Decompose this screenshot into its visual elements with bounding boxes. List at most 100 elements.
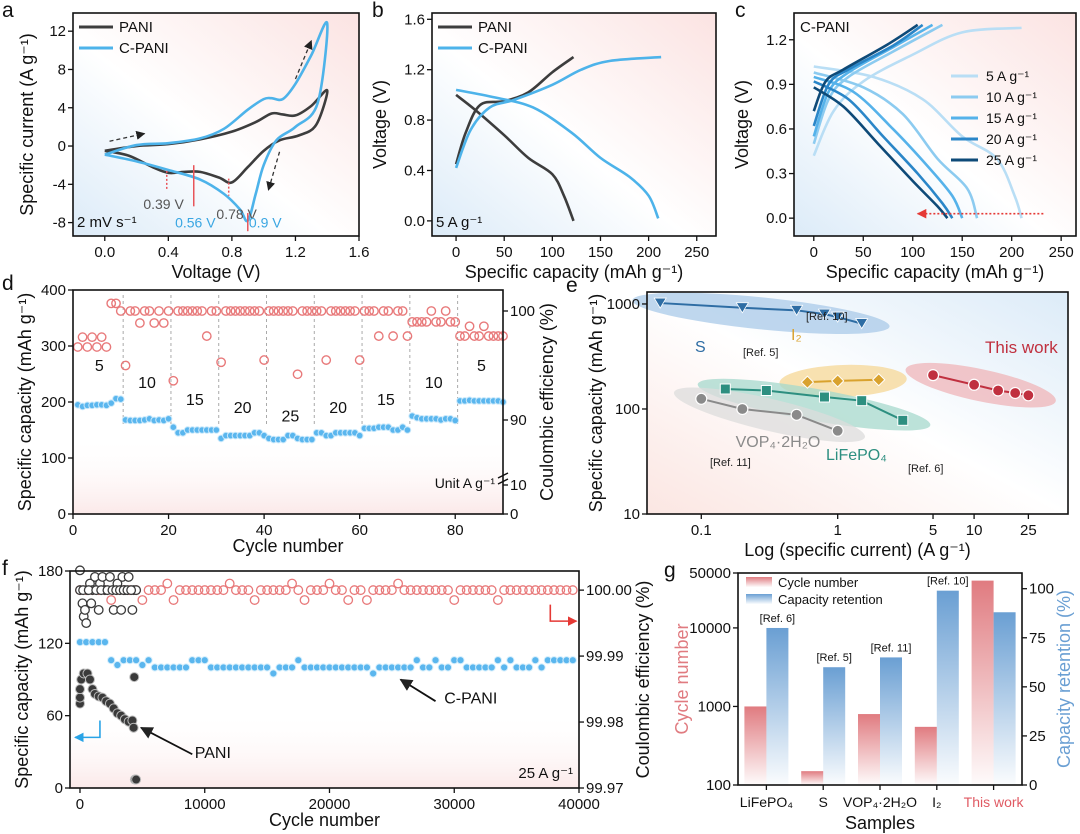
data-point (897, 414, 909, 426)
cpani-ce-point (430, 585, 441, 596)
reference-label: [Ref. 5] (743, 347, 778, 359)
rate-label: 5 (95, 358, 104, 375)
y-tick-label: 99.97 (586, 780, 624, 797)
ce-point (230, 306, 241, 316)
ce-point (96, 332, 107, 343)
pani-ce-point (81, 618, 92, 629)
y-axis-label: Voltage (V) (370, 80, 390, 169)
reference-label: [Ref. 10] (927, 576, 969, 588)
cpani-ce-point (542, 585, 553, 596)
axis-break-icon (497, 472, 509, 485)
capacity-point (355, 431, 364, 440)
cpani-capacity-point (100, 638, 110, 647)
x-tick-label: 150 (950, 244, 975, 261)
ce-point (349, 306, 360, 316)
discharge-curve (813, 75, 964, 219)
rate-label: 5 (477, 358, 486, 375)
y-tick-label: 99.98 (586, 714, 624, 731)
y-tick-label: 0.3 (766, 166, 787, 183)
data-point (736, 402, 749, 416)
plot-frame (737, 572, 1023, 786)
cpani-ce-point (411, 585, 422, 596)
cpani-ce-point (312, 585, 322, 596)
ce-point (345, 306, 356, 316)
cpani-ce-point (418, 585, 429, 596)
y-tick-label: 8 (58, 61, 66, 78)
x-tick-label: 25 (1020, 522, 1037, 539)
x-axis-label: Cycle number (269, 810, 380, 830)
ce-point (302, 306, 313, 316)
y-tick-label: 300 (41, 338, 66, 355)
cpani-ce-point (230, 585, 241, 596)
unit-label: Unit A g⁻¹ (435, 475, 496, 491)
pani-ce-point (123, 571, 134, 582)
capacity-retention-bar (880, 657, 902, 785)
legend-label: Capacity retention (778, 592, 883, 607)
ce-point (220, 306, 231, 316)
y-axis-label: Specific capacity (mAh g⁻¹) (15, 293, 35, 512)
ce-point (125, 306, 136, 316)
y2-axis-label: Capacity retention (%) (1054, 590, 1074, 768)
reference-label: [Ref. 6] (760, 613, 795, 625)
cpani-ce-point (530, 585, 541, 596)
ce-point (244, 306, 255, 316)
data-point (719, 383, 731, 395)
capacity-retention-bar (823, 667, 846, 785)
legend-label: 25 A g⁻¹ (986, 152, 1037, 168)
cpani-capacity-point (263, 663, 272, 672)
y2-axis-label: Coulombic efficiency (%) (633, 581, 653, 779)
ce-point (173, 306, 184, 316)
ce-point (354, 355, 365, 365)
pani-capacity-point (131, 774, 142, 785)
cpani-ce-point (492, 595, 503, 605)
x-axis-label: Cycle number (232, 536, 343, 556)
cpani-ce-point (393, 578, 404, 589)
pani-ce-point (93, 604, 104, 615)
x-tick-label: 0 (452, 244, 460, 261)
data-point (735, 302, 750, 314)
category-label: This work (964, 794, 1025, 810)
cpani-capacity-point (487, 663, 496, 672)
legend-label: Cycle number (778, 575, 859, 590)
ce-point (469, 331, 480, 341)
pani-capacity-point (129, 672, 140, 683)
series-label: LiFePO₄ (826, 447, 887, 464)
ce-point (359, 306, 370, 316)
legend-label: PANI (478, 19, 512, 36)
cpani-ce-point (137, 595, 148, 605)
cycle-number-bar (858, 714, 880, 785)
ce-point (335, 306, 346, 316)
y-tick-label: 50000 (689, 565, 731, 582)
ce-point (483, 331, 494, 341)
peak-label: 0.9 V (249, 214, 282, 230)
cycle-number-bar (971, 580, 994, 785)
x-tick-label: 50 (855, 244, 872, 261)
current-density-label: 5 A g⁻¹ (436, 214, 482, 231)
capacity-point (107, 399, 116, 407)
cpani-label: C-PANI (444, 691, 497, 708)
y-tick-label: 100 (615, 401, 640, 418)
charge-curve (812, 26, 1022, 157)
panel-letter: f (2, 557, 8, 580)
cpani-ce-point (436, 585, 447, 596)
cpani-ce-point (212, 585, 223, 596)
cpani-ce-point (374, 585, 385, 596)
ce-point (445, 316, 456, 327)
y-tick-label: 1.6 (404, 11, 425, 28)
rate-label: 10 (138, 375, 156, 392)
capacity-point (451, 416, 460, 425)
y-tick-label: 400 (41, 282, 66, 299)
x-tick-label: 150 (588, 244, 613, 261)
legend-label: 5 A g⁻¹ (986, 68, 1030, 84)
ce-point (259, 355, 270, 365)
cpani-capacity-point (132, 656, 141, 665)
capacity-retention-bar (993, 612, 1016, 785)
capacity-point (308, 435, 316, 444)
y-tick-label: 1000 (698, 698, 731, 715)
cpani-capacity-point (200, 656, 209, 665)
x-tick-label: 0.1 (691, 522, 712, 539)
ce-point (388, 331, 399, 341)
data-point (872, 373, 886, 387)
cpani-capacity-point (113, 660, 122, 670)
ce-point (421, 316, 432, 327)
